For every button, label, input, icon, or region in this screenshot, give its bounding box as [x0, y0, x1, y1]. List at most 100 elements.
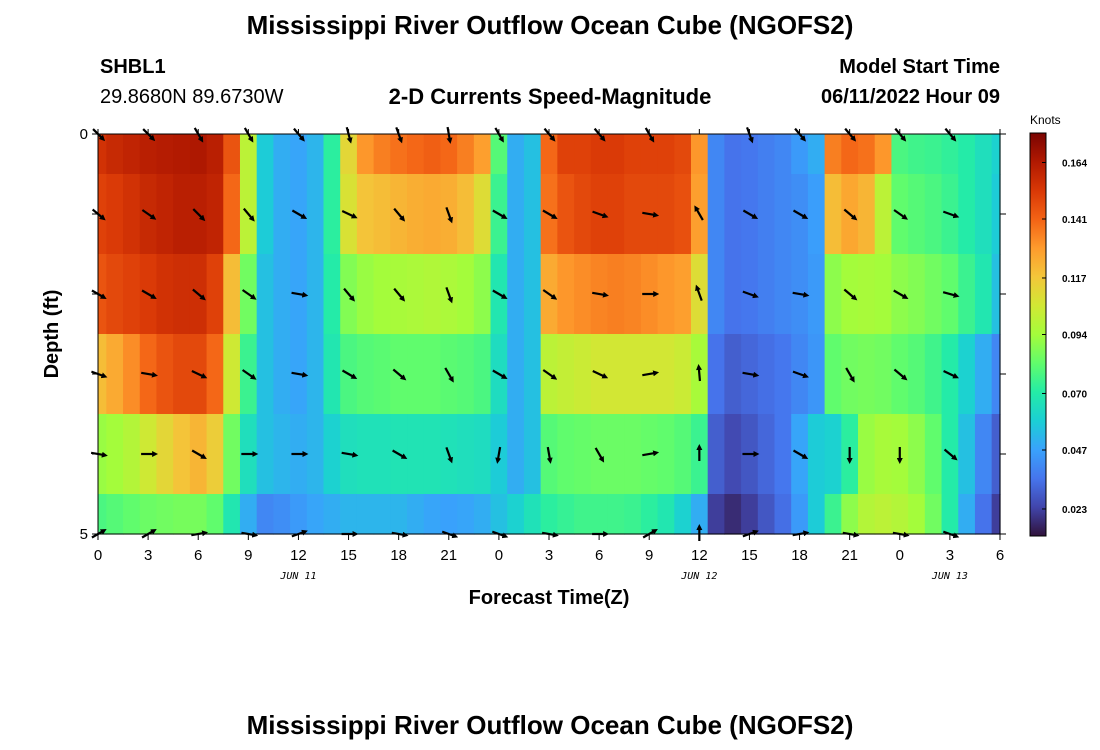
- heatmap-cell: [540, 494, 558, 535]
- heatmap-cell: [356, 414, 375, 495]
- x-axis-label: Forecast Time(Z): [469, 587, 630, 609]
- heatmap-cell: [373, 254, 391, 335]
- heatmap-cell: [991, 334, 1001, 415]
- heatmap-cell: [407, 494, 425, 535]
- heatmap-cell: [657, 174, 675, 255]
- current-vector-arrow: [792, 370, 809, 379]
- heatmap-cell: [306, 414, 325, 495]
- heatmap-cell: [624, 134, 642, 175]
- heatmap-cell: [607, 174, 625, 255]
- heatmap-cell: [457, 134, 475, 175]
- heatmap-cell: [741, 134, 759, 175]
- heatmap-cell: [356, 174, 375, 255]
- heatmap-cell: [206, 174, 224, 255]
- heatmap-cell: [256, 494, 274, 535]
- heatmap-cell: [724, 334, 742, 415]
- current-vector-arrow: [742, 371, 760, 378]
- heatmap-cell: [674, 334, 692, 415]
- heatmap-cell: [457, 414, 475, 495]
- chart-title: Mississippi River Outflow Ocean Cube (NG…: [246, 10, 854, 40]
- current-vector-arrow: [792, 449, 809, 460]
- heatmap-cell: [908, 334, 926, 415]
- heatmap-cell: [457, 494, 475, 535]
- heatmap-cell: [657, 134, 675, 175]
- heatmap-cell: [958, 134, 976, 175]
- heatmap-cell: [858, 134, 876, 175]
- heatmap-cell: [290, 494, 308, 535]
- heatmap-cell: [440, 494, 458, 535]
- heatmap-cell: [523, 414, 542, 495]
- heatmap-cell: [139, 134, 158, 175]
- heatmap-cell: [924, 174, 943, 255]
- current-vector-arrow: [291, 371, 309, 378]
- heatmap-cell: [557, 494, 575, 535]
- colorbar-tick-label: 0.094: [1062, 331, 1087, 342]
- x-tick-label: 6: [595, 547, 603, 564]
- heatmap-cell: [423, 174, 442, 255]
- heatmap-cell: [874, 494, 893, 535]
- x-tick-label: 0: [896, 547, 904, 564]
- x-tick-label: 12: [691, 547, 708, 564]
- heatmap-cell: [824, 334, 842, 415]
- heatmap-cell: [807, 414, 826, 495]
- heatmap-cell: [991, 134, 1001, 175]
- heatmap-cell: [373, 414, 391, 495]
- colorbar-tick-label: 0.141: [1062, 215, 1087, 226]
- heatmap-cell: [807, 174, 826, 255]
- current-vectors: [90, 126, 960, 541]
- heatmap-cell: [139, 494, 158, 535]
- heatmap-cell: [273, 254, 291, 335]
- x-tick-label: 21: [440, 547, 457, 564]
- heatmap-cell: [340, 134, 358, 175]
- current-vector-arrow: [492, 369, 508, 379]
- heatmap-cell: [674, 174, 692, 255]
- current-vector-arrow: [241, 289, 257, 300]
- heatmap-cell: [941, 494, 959, 535]
- heatmap-cell: [507, 414, 525, 495]
- heatmap-cell: [123, 254, 141, 335]
- heatmap-cell: [189, 134, 208, 175]
- current-vector-arrow: [592, 291, 609, 298]
- current-vector-arrow: [592, 210, 609, 219]
- heatmap-cell: [690, 134, 709, 175]
- heatmap-cell: [323, 494, 341, 535]
- heatmap-cell: [924, 254, 943, 335]
- heatmap-cell: [874, 174, 893, 255]
- heatmap-cell: [774, 174, 792, 255]
- heatmap-cell: [189, 494, 208, 535]
- heatmap-cell: [674, 494, 692, 535]
- heatmap-cell: [323, 334, 341, 415]
- heatmap-cell: [523, 134, 542, 175]
- heatmap-cell: [958, 494, 976, 535]
- heatmap-cell: [507, 174, 525, 255]
- current-vector-arrow: [792, 209, 809, 220]
- heatmap-cell: [323, 174, 341, 255]
- colorbar-tick-label: 0.164: [1062, 158, 1087, 169]
- heatmap-cell: [557, 414, 575, 495]
- x-axis-ticks: 0 3 6 9 12 15 18 21 0 3 6 9 12 15 18 21 0 3 6 JUN 11 JUN 12 J…: [94, 129, 1004, 582]
- heatmap-cell: [223, 174, 241, 255]
- current-vector-arrow: [291, 291, 309, 298]
- colorbar: Knots 0.164 0.141 0.117 0.094 0.070 0.047 0.02…: [1029, 113, 1087, 537]
- heatmap-cell: [891, 494, 909, 535]
- heatmap-cell: [173, 334, 191, 415]
- heatmap-cell: [657, 414, 675, 495]
- current-vector-arrow: [642, 450, 660, 457]
- heatmap-cell: [223, 494, 241, 535]
- heatmap-cell: [657, 254, 675, 335]
- heatmap-cell: [908, 174, 926, 255]
- heatmap-cell: [507, 334, 525, 415]
- heatmap-cell: [974, 174, 993, 255]
- heatmap-cell: [373, 334, 391, 415]
- heatmap-cell: [757, 414, 776, 495]
- heatmap-cell: [974, 334, 993, 415]
- heatmap-cell: [490, 134, 508, 175]
- colorbar-tick-label: 0.047: [1062, 446, 1087, 457]
- heatmap-cell: [206, 134, 224, 175]
- current-vector-arrow: [291, 209, 308, 219]
- current-vector-arrow: [942, 291, 960, 298]
- heatmap-cell: [306, 334, 325, 415]
- current-vector-arrow: [445, 447, 453, 464]
- heatmap-cell: [574, 414, 592, 495]
- heatmap-cell: [306, 134, 325, 175]
